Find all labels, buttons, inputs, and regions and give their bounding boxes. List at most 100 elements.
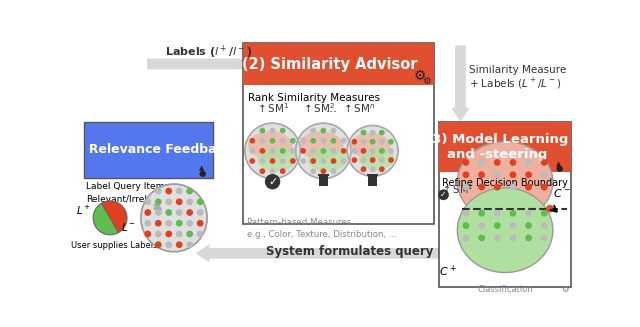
Text: $L^+$: $L^+$	[76, 204, 91, 217]
Ellipse shape	[458, 188, 553, 272]
Circle shape	[332, 129, 336, 133]
Circle shape	[280, 139, 285, 143]
Circle shape	[342, 159, 346, 163]
Circle shape	[187, 199, 193, 204]
Text: $C^+$: $C^+$	[439, 264, 457, 280]
Circle shape	[271, 169, 275, 173]
Text: Similarity Measure
+ Labels ($L^+$/$L^-$): Similarity Measure + Labels ($L^+$/$L^-$…	[469, 65, 566, 91]
Ellipse shape	[348, 126, 398, 176]
Circle shape	[380, 149, 384, 153]
Circle shape	[479, 211, 484, 216]
Text: Labels ($\mathit{l}^+$/$\mathit{l}^-$): Labels ($\mathit{l}^+$/$\mathit{l}^-$)	[165, 44, 252, 61]
Text: System formulates query: System formulates query	[266, 245, 433, 258]
Circle shape	[156, 220, 161, 226]
Circle shape	[389, 158, 393, 162]
Circle shape	[166, 231, 172, 237]
Circle shape	[260, 139, 264, 143]
Circle shape	[145, 231, 150, 237]
Circle shape	[177, 220, 182, 226]
Circle shape	[495, 184, 500, 190]
Circle shape	[362, 140, 365, 144]
Circle shape	[510, 160, 516, 165]
Text: (1) Relevance Feedback: (1) Relevance Feedback	[65, 143, 233, 156]
Circle shape	[526, 223, 531, 228]
Circle shape	[166, 220, 172, 226]
Circle shape	[166, 199, 172, 204]
Bar	[243, 43, 435, 224]
Circle shape	[321, 129, 326, 133]
Circle shape	[479, 160, 484, 165]
Circle shape	[198, 199, 203, 204]
Circle shape	[541, 172, 547, 178]
Circle shape	[371, 140, 375, 144]
Text: Classification: Classification	[477, 285, 533, 294]
Circle shape	[463, 223, 468, 228]
Circle shape	[510, 184, 516, 190]
Circle shape	[156, 231, 161, 237]
Circle shape	[156, 210, 161, 215]
Circle shape	[526, 211, 531, 216]
Circle shape	[371, 158, 375, 162]
Circle shape	[166, 188, 172, 194]
Circle shape	[479, 235, 484, 241]
Text: User supplies Labels: User supplies Labels	[70, 241, 157, 250]
Polygon shape	[147, 55, 336, 73]
Circle shape	[311, 149, 316, 153]
Circle shape	[463, 172, 468, 178]
Circle shape	[260, 129, 264, 133]
Circle shape	[250, 149, 255, 153]
Circle shape	[311, 129, 316, 133]
Circle shape	[541, 235, 547, 241]
Circle shape	[177, 242, 182, 248]
Bar	[319, 175, 328, 185]
Circle shape	[389, 149, 393, 153]
Text: ✓: ✓	[440, 190, 447, 199]
Circle shape	[438, 189, 449, 200]
Bar	[439, 122, 572, 172]
Circle shape	[332, 159, 336, 163]
Ellipse shape	[359, 147, 394, 170]
Circle shape	[156, 242, 161, 248]
Circle shape	[332, 139, 336, 143]
Text: (2) Similarity Advisor: (2) Similarity Advisor	[242, 57, 417, 72]
Circle shape	[187, 231, 193, 237]
Circle shape	[332, 169, 336, 173]
Circle shape	[177, 231, 182, 237]
Circle shape	[311, 159, 316, 163]
Ellipse shape	[350, 133, 390, 159]
Text: Pattern-based Measures
e.g., Color, Texture, Distribution, ...: Pattern-based Measures e.g., Color, Text…	[247, 218, 397, 239]
Circle shape	[198, 231, 203, 237]
Text: ⚙: ⚙	[414, 69, 427, 83]
Circle shape	[342, 149, 346, 153]
Polygon shape	[196, 244, 490, 263]
Circle shape	[510, 211, 516, 216]
Circle shape	[380, 130, 384, 135]
Circle shape	[145, 210, 150, 215]
Circle shape	[371, 149, 375, 153]
Circle shape	[271, 129, 275, 133]
Circle shape	[495, 223, 500, 228]
Circle shape	[321, 149, 326, 153]
Text: $\uparrow$SM$^{1}$: $\uparrow$SM$^{1}$	[441, 182, 474, 196]
Circle shape	[380, 167, 384, 171]
Text: ▲: ▲	[556, 161, 562, 167]
Text: Refine Decision Boundary: Refine Decision Boundary	[442, 178, 568, 188]
Ellipse shape	[296, 123, 351, 179]
Circle shape	[187, 220, 193, 226]
Wedge shape	[93, 203, 118, 235]
Circle shape	[145, 199, 150, 204]
Circle shape	[495, 160, 500, 165]
Text: $C^-$: $C^-$	[553, 187, 571, 199]
Circle shape	[280, 169, 285, 173]
Circle shape	[541, 160, 547, 165]
Bar	[367, 174, 378, 176]
Wedge shape	[102, 201, 127, 232]
Ellipse shape	[257, 147, 296, 172]
Circle shape	[301, 139, 305, 143]
Bar	[243, 43, 435, 85]
Bar	[84, 122, 213, 178]
Circle shape	[280, 129, 285, 133]
Circle shape	[371, 167, 375, 171]
Circle shape	[510, 223, 516, 228]
Circle shape	[479, 184, 484, 190]
